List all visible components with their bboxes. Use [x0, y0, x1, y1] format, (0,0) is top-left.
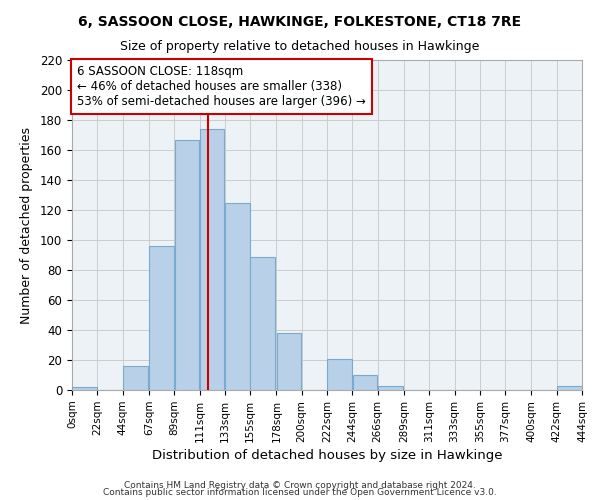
- Bar: [200, 129, 224, 390]
- Bar: [557, 386, 582, 390]
- Bar: [225, 202, 250, 390]
- Bar: [175, 140, 199, 390]
- Bar: [353, 375, 377, 390]
- Text: 6, SASSOON CLOSE, HAWKINGE, FOLKESTONE, CT18 7RE: 6, SASSOON CLOSE, HAWKINGE, FOLKESTONE, …: [79, 15, 521, 29]
- X-axis label: Distribution of detached houses by size in Hawkinge: Distribution of detached houses by size …: [152, 449, 502, 462]
- Bar: [250, 256, 275, 390]
- Bar: [327, 358, 352, 390]
- Text: Contains HM Land Registry data © Crown copyright and database right 2024.: Contains HM Land Registry data © Crown c…: [124, 480, 476, 490]
- Bar: [277, 333, 301, 390]
- Text: Size of property relative to detached houses in Hawkinge: Size of property relative to detached ho…: [121, 40, 479, 53]
- Bar: [123, 366, 148, 390]
- Bar: [72, 387, 97, 390]
- Y-axis label: Number of detached properties: Number of detached properties: [20, 126, 33, 324]
- Bar: [378, 386, 403, 390]
- Text: 6 SASSOON CLOSE: 118sqm
← 46% of detached houses are smaller (338)
53% of semi-d: 6 SASSOON CLOSE: 118sqm ← 46% of detache…: [77, 65, 366, 108]
- Bar: [149, 246, 174, 390]
- Text: Contains public sector information licensed under the Open Government Licence v3: Contains public sector information licen…: [103, 488, 497, 497]
